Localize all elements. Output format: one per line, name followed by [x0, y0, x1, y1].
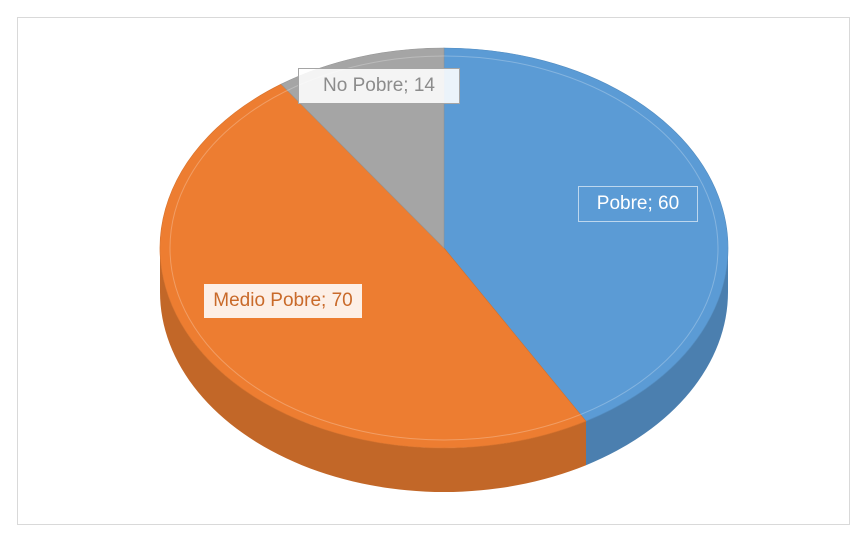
data-label: No Pobre; 14 — [298, 68, 460, 104]
rim-highlight — [169, 55, 719, 441]
slice — [443, 47, 729, 422]
slice-side — [160, 248, 586, 492]
slice — [159, 83, 587, 449]
slice-side — [586, 248, 728, 466]
data-label: Medio Pobre; 70 — [203, 283, 363, 319]
chart-frame — [17, 17, 850, 525]
data-label: Pobre; 60 — [578, 186, 698, 222]
